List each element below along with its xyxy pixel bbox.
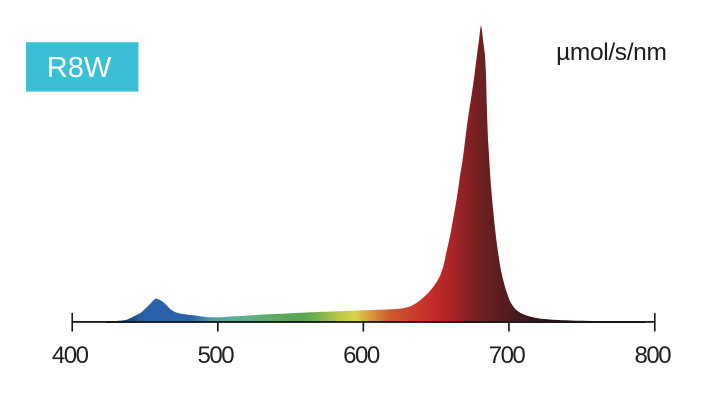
svg-text:700: 700 <box>489 342 526 369</box>
svg-text:R8W: R8W <box>47 52 112 84</box>
svg-text:500: 500 <box>198 342 235 369</box>
svg-text:µmol/s/nm: µmol/s/nm <box>556 39 666 66</box>
svg-text:800: 800 <box>635 342 672 369</box>
svg-text:400: 400 <box>52 342 89 369</box>
svg-text:600: 600 <box>343 342 380 369</box>
